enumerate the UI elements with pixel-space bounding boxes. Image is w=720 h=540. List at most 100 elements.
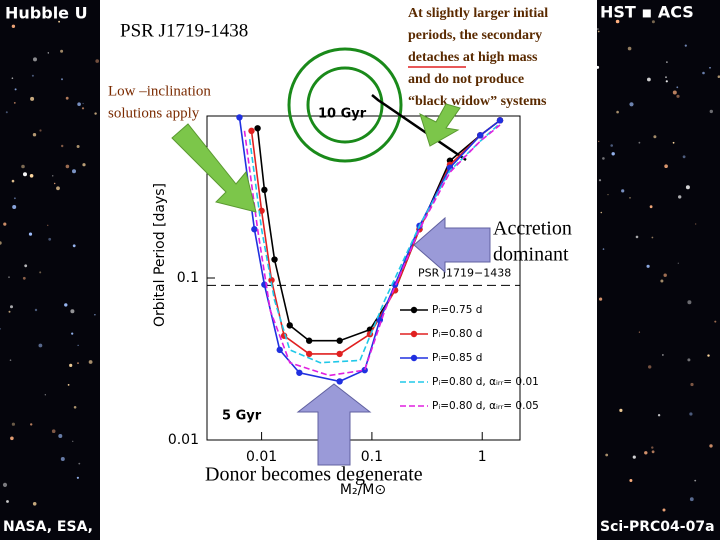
star xyxy=(58,20,60,23)
star xyxy=(672,90,677,95)
star xyxy=(9,359,12,362)
star xyxy=(78,462,81,465)
star xyxy=(94,112,97,115)
star xyxy=(73,406,77,409)
star xyxy=(77,344,79,346)
star xyxy=(11,77,14,79)
point xyxy=(336,337,343,344)
star xyxy=(600,211,603,214)
annotation: 5 Gyr xyxy=(222,409,262,424)
star xyxy=(610,144,613,147)
star xyxy=(30,96,35,101)
star xyxy=(48,237,52,241)
series-line xyxy=(243,124,501,377)
point xyxy=(361,366,368,374)
star xyxy=(21,164,25,169)
star xyxy=(70,309,75,314)
legend-marker xyxy=(410,354,418,362)
star xyxy=(56,186,60,191)
note-line: Donor becomes degenerate xyxy=(205,464,423,486)
note-line: detaches at high mass xyxy=(408,50,538,65)
series-line xyxy=(248,122,501,364)
y-tick-label: 0.01 xyxy=(168,432,199,448)
arrow xyxy=(419,103,461,147)
star xyxy=(58,434,63,438)
star xyxy=(707,354,710,357)
star xyxy=(647,77,651,82)
x-tick-label: 0.01 xyxy=(246,449,277,465)
star xyxy=(6,500,9,503)
star xyxy=(648,365,652,369)
star xyxy=(629,479,633,482)
annotation: 10 Gyr xyxy=(318,107,367,122)
star xyxy=(39,271,42,274)
note-line: At slightly larger initial xyxy=(408,6,548,21)
star xyxy=(10,305,13,309)
star xyxy=(81,107,85,110)
point xyxy=(477,132,484,139)
reference-label: PSR J1719−1438 xyxy=(418,266,511,279)
star xyxy=(72,244,76,248)
star xyxy=(689,412,693,416)
star xyxy=(598,140,600,143)
star xyxy=(12,205,17,209)
star xyxy=(662,354,664,356)
star xyxy=(11,24,16,28)
star xyxy=(3,222,7,226)
point xyxy=(276,346,283,354)
star xyxy=(34,308,38,312)
legend-marker xyxy=(410,330,418,338)
star xyxy=(695,223,697,225)
legend-label: Pᵢ=0.75 d xyxy=(432,304,482,316)
star xyxy=(682,155,686,159)
star xyxy=(69,363,73,367)
star xyxy=(8,276,10,279)
star xyxy=(11,422,15,426)
circle xyxy=(287,47,403,163)
star xyxy=(38,343,43,348)
star xyxy=(649,205,653,209)
star xyxy=(605,453,609,457)
star xyxy=(52,175,54,177)
banner: HST ▪ ACS xyxy=(600,3,694,22)
star xyxy=(32,133,37,137)
star xyxy=(676,86,679,89)
star xyxy=(22,276,26,280)
star xyxy=(709,109,713,114)
star xyxy=(657,414,661,417)
star xyxy=(615,19,620,24)
star xyxy=(72,169,76,174)
star xyxy=(95,59,99,63)
star xyxy=(629,102,634,107)
star xyxy=(660,279,664,283)
point xyxy=(236,114,243,121)
y-tick-label: 0.1 xyxy=(177,270,199,286)
star xyxy=(717,75,720,78)
star xyxy=(76,476,79,479)
series-line xyxy=(250,119,501,355)
arrow xyxy=(171,123,257,213)
legend-marker xyxy=(410,306,418,314)
star xyxy=(65,164,70,169)
star xyxy=(607,194,609,196)
star xyxy=(665,80,668,83)
banner: Sci-PRC04-07a xyxy=(600,519,715,535)
star xyxy=(635,235,639,239)
star xyxy=(629,197,631,199)
point xyxy=(336,350,343,358)
note-line: dominant xyxy=(493,244,569,266)
y-axis-label: Orbital Period [days] xyxy=(152,183,168,327)
star xyxy=(709,67,711,69)
star xyxy=(29,174,34,178)
star xyxy=(32,502,37,506)
banner: NASA, ESA, xyxy=(3,519,93,535)
note-line: Low –inclination xyxy=(108,83,211,99)
star xyxy=(60,49,64,53)
star xyxy=(678,195,682,199)
star xyxy=(44,394,46,396)
star xyxy=(24,264,28,268)
star xyxy=(602,248,605,250)
star xyxy=(599,297,603,301)
star xyxy=(13,102,16,104)
star xyxy=(11,179,15,183)
